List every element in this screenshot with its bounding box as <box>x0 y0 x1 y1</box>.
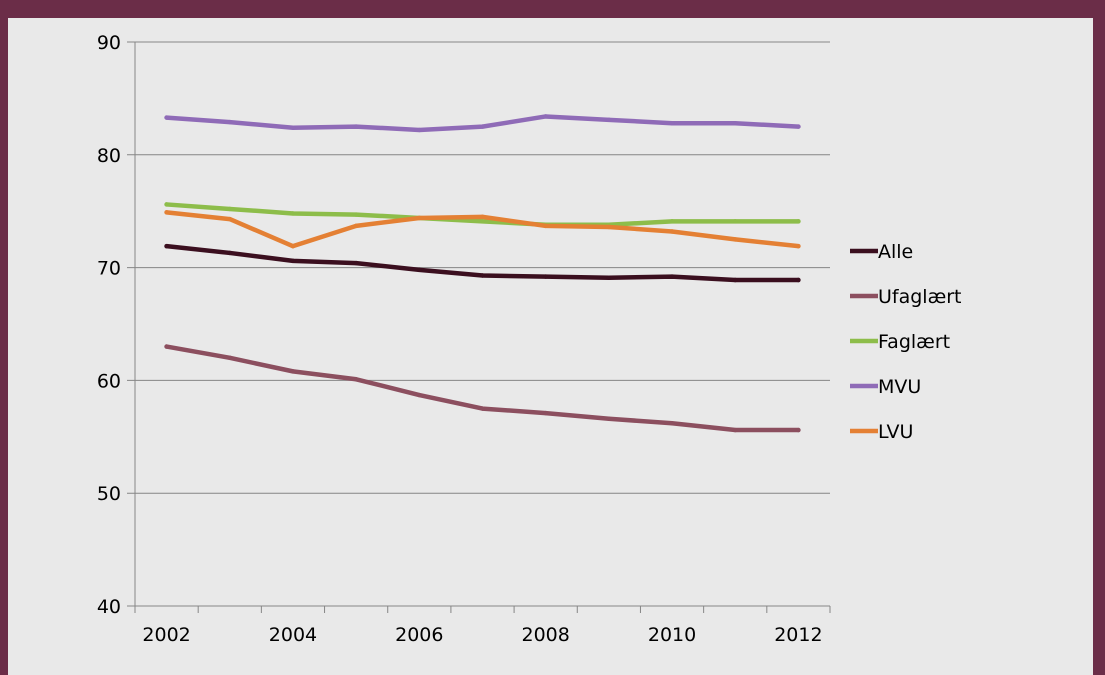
data-point <box>290 369 296 374</box>
data-point <box>290 243 296 249</box>
legend-label: Ufaglært <box>878 286 962 308</box>
data-point <box>353 377 359 382</box>
data-point <box>733 277 738 283</box>
data-point <box>417 392 422 398</box>
data-point <box>796 427 801 433</box>
data-point <box>669 219 675 224</box>
y-tick-label: 60 <box>97 370 121 392</box>
x-tick-label: 2008 <box>522 624 570 646</box>
data-point <box>733 219 738 224</box>
data-point <box>353 260 359 266</box>
data-point <box>606 416 612 421</box>
data-point <box>353 223 359 229</box>
legend-label: Alle <box>878 241 913 263</box>
data-point <box>733 121 738 126</box>
line-chart: 40 50 60 70 80 90 2002 2004 2006 2008 2010 2012 Alle… <box>97 32 962 646</box>
x-tick-label: 2010 <box>648 624 696 646</box>
data-point <box>543 223 548 229</box>
legend-label: MVU <box>878 376 921 398</box>
data-point <box>290 125 296 130</box>
data-point <box>669 229 675 234</box>
data-point <box>353 124 359 129</box>
data-point <box>480 406 485 411</box>
legend-label: LVU <box>878 421 913 443</box>
data-point <box>733 427 738 433</box>
y-tick-label: 50 <box>97 483 121 505</box>
data-point <box>606 224 612 230</box>
data-point <box>606 117 612 123</box>
data-point <box>796 277 801 283</box>
data-point <box>417 127 422 133</box>
x-tick-label: 2012 <box>774 624 822 646</box>
y-tick-label: 80 <box>97 145 121 167</box>
chart-panel: 40 50 60 70 80 90 2002 2004 2006 2008 2010 2012 Alle… <box>8 18 1093 675</box>
series-line-ufaglært <box>164 344 801 433</box>
data-point <box>796 219 801 224</box>
data-point <box>669 421 675 426</box>
data-point <box>164 115 169 120</box>
data-point <box>290 211 296 216</box>
data-point <box>543 410 548 416</box>
data-point <box>227 216 232 222</box>
data-point <box>606 275 612 280</box>
x-tick-label: 2006 <box>395 624 443 646</box>
data-point <box>543 114 548 119</box>
x-tick-label: 2004 <box>269 624 317 646</box>
data-point <box>417 267 422 273</box>
data-point <box>480 273 485 278</box>
y-tick-label: 40 <box>97 596 121 618</box>
legend-label: Faglært <box>878 331 950 353</box>
data-point <box>796 124 801 129</box>
data-point <box>290 258 296 264</box>
data-point <box>669 121 675 126</box>
data-point <box>417 215 422 221</box>
data-point <box>480 214 485 220</box>
data-point <box>480 124 485 129</box>
data-point <box>733 237 738 242</box>
data-point <box>164 202 169 207</box>
data-point <box>227 355 232 361</box>
y-tick-label: 70 <box>97 258 121 280</box>
x-tick-label: 2002 <box>142 624 190 646</box>
data-point <box>669 274 675 279</box>
data-point <box>480 219 485 224</box>
data-point <box>164 243 169 249</box>
data-point <box>796 243 801 249</box>
y-tick-label: 90 <box>97 32 121 54</box>
data-point <box>227 206 232 212</box>
data-point <box>164 210 169 215</box>
data-point <box>227 119 232 125</box>
data-point <box>543 274 548 279</box>
data-point <box>227 250 232 256</box>
data-point <box>353 212 359 217</box>
data-point <box>164 344 169 349</box>
